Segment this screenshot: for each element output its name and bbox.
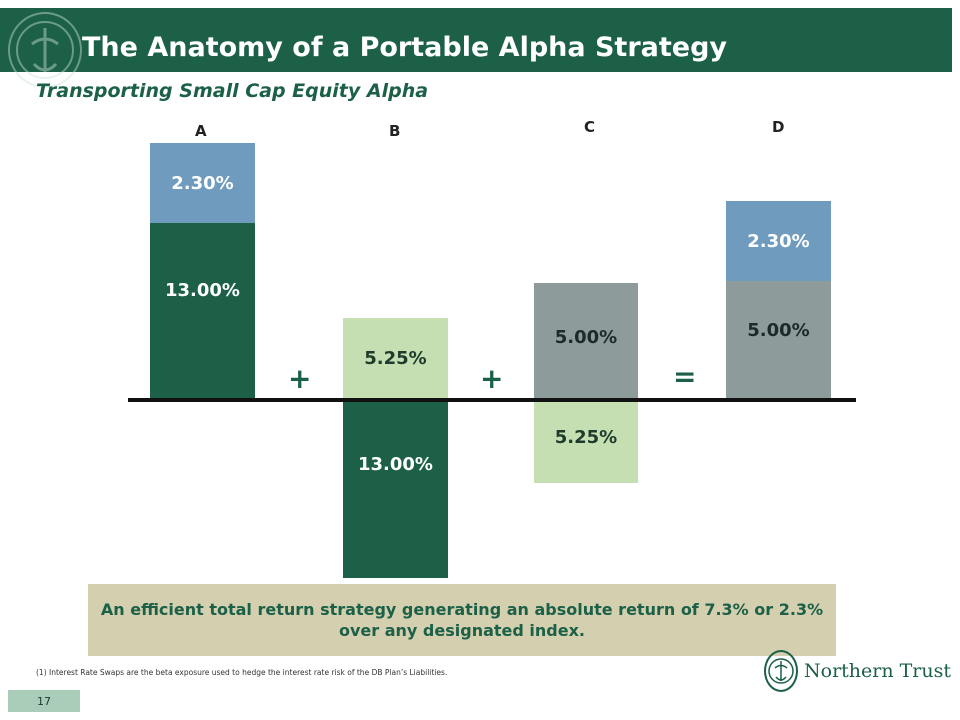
column-b-cash-value: 5.25% xyxy=(364,347,427,369)
seal-watermark-icon xyxy=(8,12,82,88)
column-a-equity-block: 13.00% xyxy=(150,223,255,398)
northern-trust-seal-icon xyxy=(764,650,798,692)
title-banner: The Anatomy of a Portable Alpha Strategy xyxy=(0,8,952,88)
plus-operator-1: + xyxy=(288,362,312,395)
equals-operator: = xyxy=(673,360,697,393)
plus-operator-2: + xyxy=(480,362,504,395)
column-c-pay-block: 5.25% xyxy=(534,402,638,483)
zero-axis-line xyxy=(128,398,856,402)
column-c-swap-value: 5.00% xyxy=(554,327,618,348)
column-label-d: D xyxy=(772,118,785,136)
column-label-b: B xyxy=(389,122,401,140)
footnote: (1) Interest Rate Swaps are the beta exp… xyxy=(36,668,448,677)
column-label-a: A xyxy=(195,122,207,140)
column-d-swap-value: 5.00% xyxy=(747,320,810,341)
northern-trust-logo: Northern Trust xyxy=(764,648,951,694)
column-b-short-equity-block: 13.00% xyxy=(343,402,448,578)
column-d-swap-block: 5.00% xyxy=(726,281,831,398)
page-subtitle: Transporting Small Cap Equity Alpha xyxy=(36,80,429,102)
column-a-alpha-block: 2.30% xyxy=(150,143,255,223)
page-title: The Anatomy of a Portable Alpha Strategy xyxy=(82,32,728,63)
column-c-pay-value: 5.25% xyxy=(554,427,618,448)
column-a-alpha-value: 2.30% xyxy=(171,172,234,194)
page-number: 17 xyxy=(8,690,80,712)
brand-name: Northern Trust xyxy=(804,660,951,682)
column-b-short-equity-value: 13.00% xyxy=(358,453,433,475)
column-d-alpha-value: 2.30% xyxy=(747,230,810,252)
column-a-equity-value: 13.00% xyxy=(165,280,240,301)
column-b-cash-block: 5.25% xyxy=(343,318,448,398)
column-d-alpha-block: 2.30% xyxy=(726,201,831,281)
column-c-swap-block: 5.00% xyxy=(534,283,638,398)
summary-text: An efficient total return strategy gener… xyxy=(100,600,824,640)
summary-callout: An efficient total return strategy gener… xyxy=(88,584,836,656)
column-label-c: C xyxy=(584,118,596,136)
